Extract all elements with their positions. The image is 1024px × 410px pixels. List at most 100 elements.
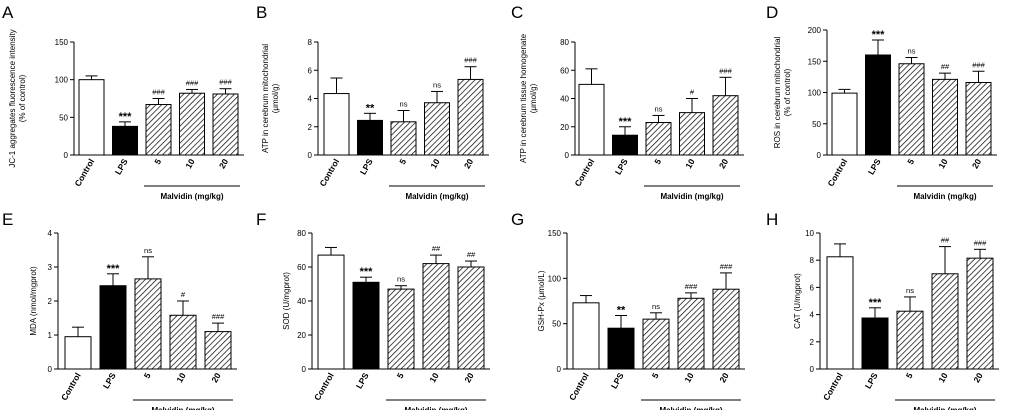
x-tick-label: 10 bbox=[683, 157, 697, 170]
y-tick-label: 10 bbox=[805, 229, 814, 238]
y-tick-label: 20 bbox=[297, 331, 306, 340]
x-tick-label: LPS bbox=[863, 371, 880, 391]
significance-label: ### bbox=[186, 78, 199, 87]
y-tick-label: 4 bbox=[308, 95, 313, 104]
significance-label: ### bbox=[720, 262, 733, 271]
bar-control bbox=[826, 256, 854, 370]
significance-label: ## bbox=[467, 250, 476, 259]
y-tick-label: 1 bbox=[48, 331, 53, 340]
bar-lps bbox=[112, 125, 138, 156]
x-tick-label: 10 bbox=[174, 371, 188, 384]
bar-20 bbox=[457, 266, 485, 370]
x-tick-label: 20 bbox=[462, 157, 476, 170]
y-tick-label: 40 bbox=[560, 95, 569, 104]
group-label: Malvidin (mg/kg) bbox=[659, 406, 722, 410]
y-tick-label: 80 bbox=[297, 229, 306, 238]
panel-letter: D bbox=[766, 3, 778, 22]
y-tick-label: 60 bbox=[297, 263, 306, 272]
panel-letter: G bbox=[511, 210, 524, 229]
panel-b: B 0 2 4 6 8 ATP in cerebrum mitochondrial(μmol… bbox=[256, 3, 489, 201]
y-tick-label: 100 bbox=[808, 89, 822, 98]
bar-5 bbox=[134, 278, 162, 370]
y-tick-label: 0 bbox=[302, 365, 307, 374]
significance-label: ns bbox=[655, 104, 663, 113]
y-tick-label: 40 bbox=[297, 297, 306, 306]
y-tick-label: 20 bbox=[560, 123, 569, 132]
y-axis-title: SOD (U/mgprot) bbox=[282, 272, 291, 330]
bar-10 bbox=[179, 92, 205, 156]
group-label: Malvidin (mg/kg) bbox=[913, 406, 976, 410]
y-tick-label: 50 bbox=[812, 120, 821, 129]
y-tick-label: 8 bbox=[810, 256, 815, 265]
panel-letter: E bbox=[2, 210, 13, 229]
bar-control bbox=[78, 79, 105, 156]
y-axis-title: JC-1 aggregates fluorescence intensity(%… bbox=[8, 29, 27, 167]
y-tick-label: 50 bbox=[552, 320, 561, 329]
y-axis-title: ATP in cerebrum tissue homogenate(μmol/g… bbox=[519, 33, 538, 163]
y-tick-label: 2 bbox=[48, 297, 53, 306]
group-label: Malvidin (mg/kg) bbox=[404, 406, 467, 410]
significance-label: *** bbox=[119, 111, 133, 123]
x-tick-label: 5 bbox=[904, 371, 915, 380]
y-tick-label: 0 bbox=[64, 151, 69, 160]
bar-control bbox=[572, 302, 600, 370]
significance-label: ### bbox=[152, 88, 165, 97]
y-tick-label: 2 bbox=[308, 123, 313, 132]
bar-5 bbox=[645, 122, 672, 156]
bar-lps bbox=[352, 281, 380, 370]
bar-5 bbox=[896, 310, 924, 370]
y-tick-label: 150 bbox=[548, 229, 562, 238]
bar-20 bbox=[212, 93, 239, 156]
x-tick-label: Control bbox=[317, 157, 341, 188]
bar-5 bbox=[642, 318, 670, 370]
significance-label: # bbox=[690, 88, 695, 97]
bar-control bbox=[317, 254, 345, 370]
bar-control bbox=[323, 93, 350, 156]
group-label: Malvidin (mg/kg) bbox=[660, 192, 723, 201]
significance-label: ### bbox=[974, 238, 987, 247]
significance-label: *** bbox=[872, 29, 886, 41]
x-tick-label: Control bbox=[312, 371, 336, 402]
bar-lps bbox=[861, 317, 889, 370]
x-tick-label: Control bbox=[72, 157, 96, 188]
y-axis-title: MDA (nmol/mgprot) bbox=[29, 266, 38, 336]
y-tick-label: 150 bbox=[808, 57, 822, 66]
bar-20 bbox=[712, 95, 739, 156]
bar-control bbox=[831, 92, 858, 156]
x-tick-label: 10 bbox=[936, 157, 950, 170]
panel-d: D 0 50 100 150 200 ROS in cerebrum mitochondri… bbox=[766, 3, 997, 201]
significance-label: ** bbox=[366, 102, 375, 114]
significance-label: ## bbox=[941, 236, 950, 245]
y-tick-label: 4 bbox=[48, 229, 53, 238]
x-tick-label: 10 bbox=[936, 371, 950, 384]
y-tick-label: 60 bbox=[560, 66, 569, 75]
y-axis-title: ATP in cerebrum mitochondrial(μmol/g) bbox=[261, 44, 280, 153]
bar-20 bbox=[712, 288, 740, 370]
group-label: Malvidin (mg/kg) bbox=[151, 406, 214, 410]
bar-control bbox=[64, 336, 92, 370]
x-tick-label: LPS bbox=[358, 157, 375, 177]
significance-label: ### bbox=[219, 78, 232, 87]
significance-label: ### bbox=[212, 312, 225, 321]
y-tick-label: 100 bbox=[548, 274, 562, 283]
x-tick-label: 20 bbox=[462, 371, 476, 384]
y-tick-label: 2 bbox=[810, 338, 815, 347]
bar-5 bbox=[145, 104, 172, 156]
significance-label: ns bbox=[400, 100, 408, 109]
bar-lps bbox=[612, 134, 638, 156]
x-tick-label: LPS bbox=[613, 157, 630, 177]
bar-5 bbox=[898, 63, 925, 156]
bar-20 bbox=[966, 257, 994, 370]
bar-10 bbox=[931, 273, 959, 370]
x-tick-label: 20 bbox=[970, 157, 984, 170]
x-tick-label: LPS bbox=[354, 371, 371, 391]
x-tick-label: 20 bbox=[209, 371, 223, 384]
y-tick-label: 4 bbox=[810, 311, 815, 320]
y-axis-title: ROS in cerebrum mitochondrial(% of contr… bbox=[773, 36, 792, 148]
y-tick-label: 150 bbox=[55, 38, 69, 47]
bar-10 bbox=[932, 78, 958, 156]
significance-label: ** bbox=[617, 305, 626, 317]
x-tick-label: LPS bbox=[609, 371, 626, 391]
significance-label: ### bbox=[972, 60, 985, 69]
